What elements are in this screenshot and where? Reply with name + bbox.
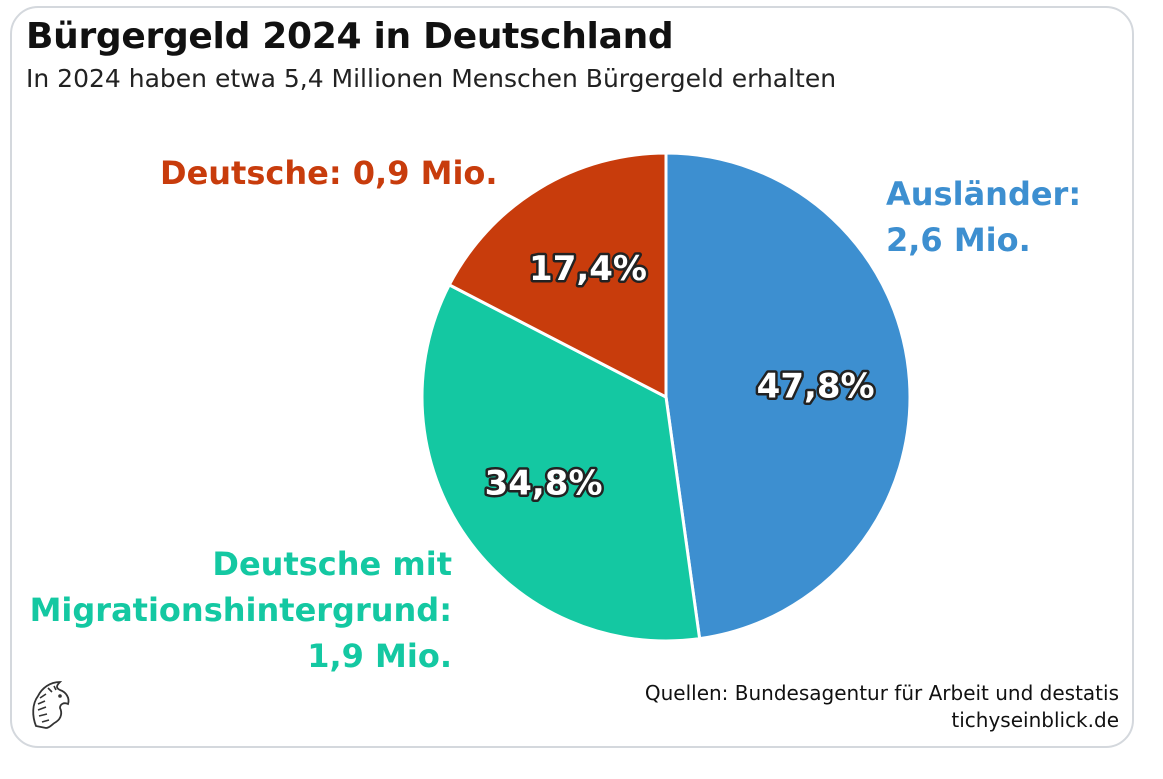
label-deutsche: Deutsche: 0,9 Mio. xyxy=(160,154,498,192)
label-migration: Deutsche mit Migrationshintergrund: 1,9 … xyxy=(30,541,452,679)
label-auslaender-value: 2,6 Mio. xyxy=(886,221,1031,259)
pie-slice-0 xyxy=(664,151,912,641)
pie-slice-1 xyxy=(420,282,702,643)
source-note: Quellen: Bundesagentur für Arbeit und de… xyxy=(645,680,1119,734)
label-auslaender: Ausländer: 2,6 Mio. xyxy=(886,171,1081,263)
label-migration-line2: Migrationshintergrund: xyxy=(29,591,452,629)
chart-title: Bürgergeld 2024 in Deutschland xyxy=(26,16,674,57)
pie-slice-label-1: 34,8% xyxy=(485,464,603,504)
eagle-head-logo-icon xyxy=(32,681,70,729)
source-line: Quellen: Bundesagentur für Arbeit und de… xyxy=(644,681,1119,705)
source-site: tichyseinblick.de xyxy=(951,708,1119,732)
chart-subtitle: In 2024 haben etwa 5,4 Millionen Mensche… xyxy=(26,64,837,93)
pie-slice-label-0: 47,8% xyxy=(757,367,875,407)
label-migration-value: 1,9 Mio. xyxy=(307,637,452,675)
label-auslaender-name: Ausländer: xyxy=(886,175,1082,213)
label-migration-line1: Deutsche mit xyxy=(212,545,452,583)
pie-slice-label-2: 17,4% xyxy=(529,249,647,289)
pie-slice-2 xyxy=(447,151,668,400)
